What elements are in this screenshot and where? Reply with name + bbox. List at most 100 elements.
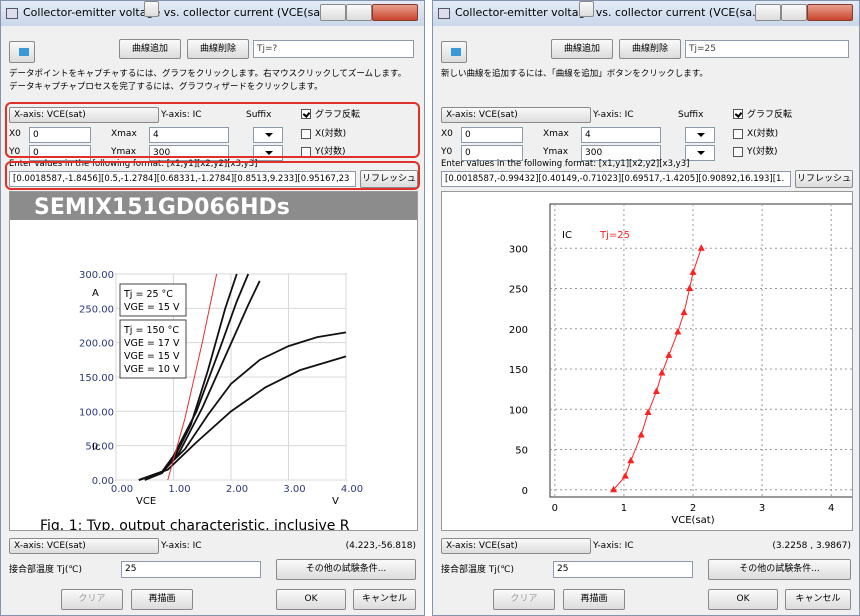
title-bar: Collector-emitter voltage vs. collector … <box>1 1 424 26</box>
legend-text: Tj = 25 °C <box>123 289 173 300</box>
dropdown-arrow <box>697 151 705 155</box>
x-tick-label: 0 <box>552 503 558 514</box>
legend-entry: Tj=25 <box>599 230 630 241</box>
redraw-button[interactable]: 再描画 <box>563 589 625 610</box>
status-x-axis: X-axis: VCE(sat) <box>9 538 159 554</box>
temperature-input[interactable]: 25 <box>121 561 261 578</box>
legend-text: VGE = 15 V <box>124 351 180 362</box>
x-tick-label: 4 <box>828 503 834 514</box>
y-tick-label: 150 <box>509 365 528 376</box>
x-axis-field: X-axis: VCE(sat) <box>441 107 591 123</box>
ok-button[interactable]: OK <box>708 589 778 610</box>
status-x-axis: X-axis: VCE(sat) <box>441 538 591 554</box>
window-title: Collector-emitter voltage vs. collector … <box>23 6 323 20</box>
y-tick-label: 300.00 <box>79 270 114 281</box>
x-axis-label: VCE(sat) <box>671 515 714 526</box>
cancel-button[interactable]: キャンセル <box>785 589 851 610</box>
wizard-button[interactable] <box>441 41 467 63</box>
window-icon <box>438 8 450 19</box>
curve-select[interactable]: Tj=? <box>253 40 414 58</box>
more-conditions-button[interactable]: その他の試験条件... <box>276 559 416 580</box>
redraw-button[interactable]: 再描画 <box>131 589 193 610</box>
dropdown-arrow <box>144 1 159 17</box>
y-name: Ic <box>92 442 100 453</box>
y-tick-label: 0 <box>522 486 528 497</box>
legend-text: Tj = 150 °C <box>123 325 179 336</box>
x-tick-label: 4.00 <box>341 484 363 495</box>
y-tick-label: 300 <box>509 244 528 255</box>
maximize-button[interactable] <box>781 4 807 21</box>
instruction-text: 新しい曲線を追加するには、「曲線を追加」ボタンをクリックします。 <box>441 67 853 81</box>
refresh-button[interactable]: リフレッシュ <box>795 170 853 188</box>
suffix-select[interactable] <box>685 127 715 143</box>
highlight-outline <box>5 161 420 190</box>
datasheet-header: SEMIX151GD066HDs <box>34 195 290 220</box>
text-input[interactable]: 4 <box>581 127 661 143</box>
status-y-axis: Y-axis: IC <box>593 539 683 553</box>
x-tick-label: 3 <box>759 503 765 514</box>
legend-text: VGE = 17 V <box>124 338 180 349</box>
y-tick-label: 50 <box>515 446 528 457</box>
format-hint: Enter values in the following format: [x… <box>441 159 853 170</box>
check-mark <box>735 110 743 118</box>
arrow-icon <box>19 48 29 56</box>
minimize-button[interactable] <box>320 4 346 21</box>
log-label: X(対数) <box>747 127 827 141</box>
add-curve-button[interactable]: 曲線追加 <box>551 39 613 59</box>
screen: Collector-emitter voltage vs. collector … <box>0 0 860 616</box>
delete-curve-button[interactable]: 曲線削除 <box>187 39 249 59</box>
delete-curve-button[interactable]: 曲線削除 <box>619 39 681 59</box>
y-tick-label: 250 <box>509 285 528 296</box>
flip-checkbox[interactable] <box>733 109 743 119</box>
log-label: Y(対数) <box>747 145 827 159</box>
close-button[interactable] <box>807 4 853 21</box>
temperature-label: 接合部温度 Tj(℃) <box>9 563 119 577</box>
add-curve-button[interactable]: 曲線追加 <box>119 39 181 59</box>
values-input[interactable]: [0.0018587,-0.99432][0.40149,-0.71023][0… <box>441 171 791 187</box>
minimize-button[interactable] <box>755 4 781 21</box>
x-tick-label: 2.00 <box>226 484 248 495</box>
log-checkbox[interactable] <box>733 147 743 157</box>
figure-caption: Fig. 1: Typ. output characteristic, incl… <box>40 518 350 531</box>
maximize-button[interactable] <box>346 4 372 21</box>
ok-button[interactable]: OK <box>276 589 346 610</box>
y-tick-label: 150.00 <box>79 373 114 384</box>
x-unit: V <box>332 496 339 507</box>
x-tick-label: 1 <box>621 503 627 514</box>
y-axis-label: Y-axis: IC <box>593 108 673 122</box>
window-title: Collector-emitter voltage vs. collector … <box>455 6 755 20</box>
dialog-window: Collector-emitter voltage vs. collector … <box>0 0 425 616</box>
dialog-window: Collector-emitter voltage vs. collector … <box>432 0 860 616</box>
close-button[interactable] <box>372 4 418 21</box>
clear-button[interactable]: クリア <box>61 589 123 610</box>
instruction-text: データポイントをキャプチャするには、グラフをクリックします。右マウスクリックして… <box>9 67 418 81</box>
cursor-coords: (3.2258 , 3.9867) <box>721 539 851 553</box>
field-label: Y0 <box>441 145 461 159</box>
x-tick-label: 3.00 <box>283 484 305 495</box>
text-input[interactable]: 0 <box>461 127 523 143</box>
field-label: Xmax <box>543 127 579 141</box>
x-tick-label: 1.00 <box>168 484 190 495</box>
cursor-coords: (4.223,-56.818) <box>286 539 416 553</box>
curve-select[interactable]: Tj=25 <box>685 40 849 58</box>
log-checkbox[interactable] <box>733 129 743 139</box>
instruction-text: データキャプチャプロセスを完了するには、グラフウィザードをクリックします。 <box>9 80 418 94</box>
field-label: X0 <box>441 127 461 141</box>
clear-button[interactable]: クリア <box>493 589 555 610</box>
field-label: Ymax <box>543 145 579 159</box>
status-y-axis: Y-axis: IC <box>161 539 251 553</box>
legend-text: VGE = 10 V <box>124 364 180 375</box>
suffix-label: Suffix <box>678 108 728 122</box>
flip-label: グラフ反転 <box>747 108 827 122</box>
more-conditions-button[interactable]: その他の試験条件... <box>708 559 851 580</box>
dropdown-arrow <box>697 133 705 137</box>
graph: SEMIX151GD066HDs0.0050.00100.00150.00200… <box>10 192 418 531</box>
window-icon <box>6 8 18 19</box>
wizard-button[interactable] <box>9 41 35 63</box>
legend-text: VGE = 15 V <box>124 302 180 313</box>
temperature-input[interactable]: 25 <box>553 561 693 578</box>
cancel-button[interactable]: キャンセル <box>353 589 416 610</box>
